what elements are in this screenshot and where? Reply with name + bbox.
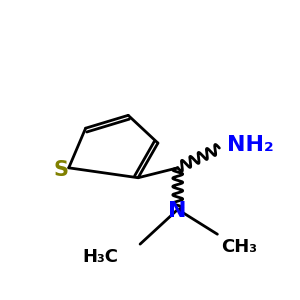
Text: H₃C: H₃C	[82, 248, 118, 266]
Text: NH₂: NH₂	[227, 135, 274, 155]
Text: N: N	[169, 201, 187, 221]
Text: S: S	[53, 160, 68, 180]
Text: CH₃: CH₃	[221, 238, 257, 256]
